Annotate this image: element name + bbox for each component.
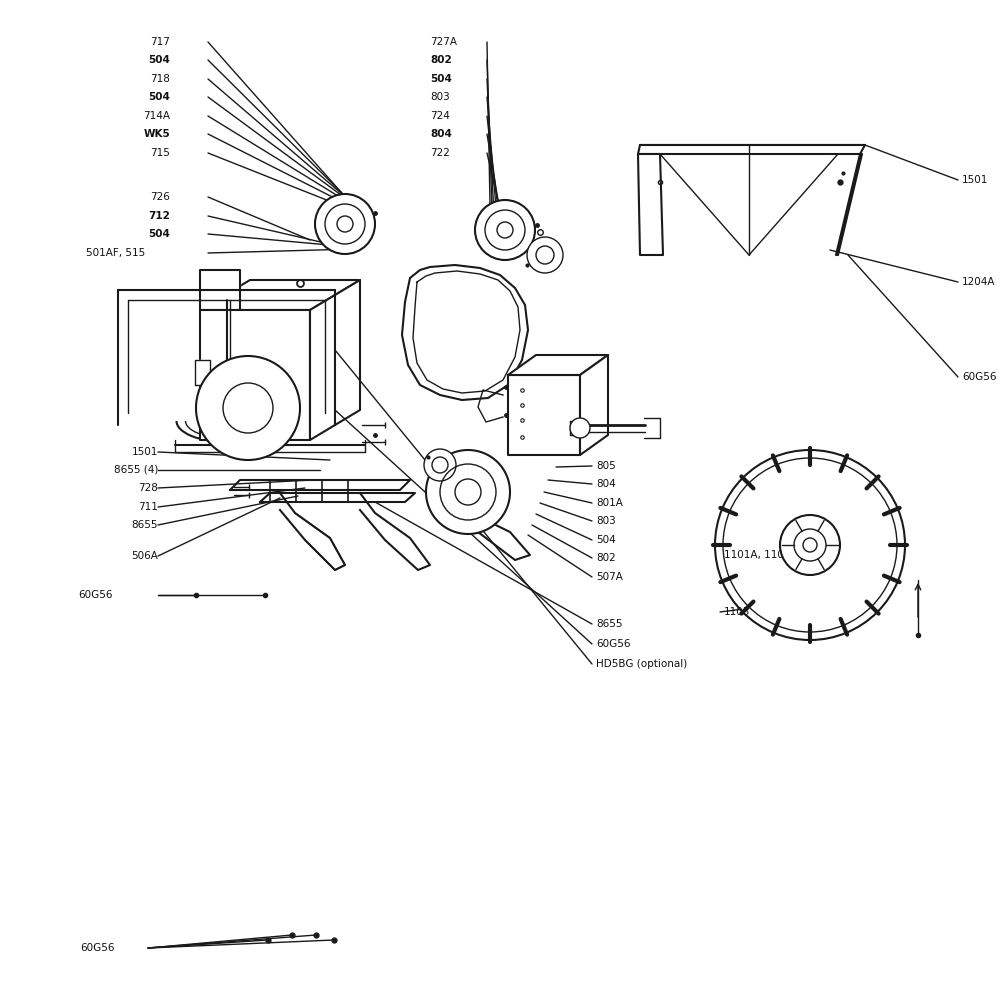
Text: 805: 805: [596, 461, 616, 471]
Circle shape: [780, 515, 840, 575]
Text: 1204A: 1204A: [962, 277, 996, 287]
Circle shape: [196, 356, 300, 460]
Text: 60G56: 60G56: [78, 590, 113, 600]
Polygon shape: [638, 154, 663, 255]
Text: 717: 717: [150, 37, 170, 47]
Text: 727A: 727A: [430, 37, 457, 47]
Circle shape: [315, 194, 375, 254]
Polygon shape: [836, 154, 862, 255]
Text: 712: 712: [148, 211, 170, 221]
Polygon shape: [200, 310, 310, 440]
Polygon shape: [200, 270, 240, 310]
Text: 1101A, 1102A: 1101A, 1102A: [724, 550, 798, 560]
Text: 504: 504: [148, 55, 170, 65]
Circle shape: [424, 449, 456, 481]
Polygon shape: [260, 493, 415, 502]
Text: 722: 722: [430, 148, 450, 158]
Text: 724: 724: [430, 111, 450, 121]
Text: 507A: 507A: [596, 572, 623, 582]
Polygon shape: [200, 280, 360, 310]
Text: 60G56: 60G56: [962, 372, 996, 382]
Circle shape: [426, 450, 510, 534]
Circle shape: [570, 418, 590, 438]
Text: 801A: 801A: [596, 498, 623, 508]
Text: 803: 803: [430, 92, 450, 102]
Text: 60G56: 60G56: [596, 639, 631, 649]
Text: 504: 504: [430, 74, 452, 84]
Text: 8655 (4): 8655 (4): [114, 465, 158, 475]
Text: 726: 726: [150, 192, 170, 202]
Text: 804: 804: [430, 129, 452, 139]
Text: 803: 803: [596, 516, 616, 526]
Text: 504: 504: [148, 92, 170, 102]
Text: 504: 504: [148, 229, 170, 239]
Polygon shape: [508, 355, 608, 375]
Text: 1501: 1501: [962, 175, 988, 185]
Text: 718: 718: [150, 74, 170, 84]
Text: 715: 715: [150, 148, 170, 158]
Text: WK5: WK5: [143, 129, 170, 139]
Text: 8655: 8655: [132, 520, 158, 530]
Polygon shape: [638, 145, 865, 154]
Text: 711: 711: [138, 502, 158, 512]
Text: 501AF, 515: 501AF, 515: [86, 248, 145, 258]
Text: 1501: 1501: [132, 447, 158, 457]
Circle shape: [715, 450, 905, 640]
Polygon shape: [310, 280, 360, 440]
Text: HD5BG (optional): HD5BG (optional): [596, 659, 687, 669]
Circle shape: [475, 200, 535, 260]
Polygon shape: [230, 480, 410, 490]
Text: 1103: 1103: [724, 607, 750, 617]
Text: 506A: 506A: [131, 551, 158, 561]
Text: 8655: 8655: [596, 619, 622, 629]
Text: 60G56: 60G56: [80, 943, 114, 953]
Circle shape: [527, 237, 563, 273]
Text: 802: 802: [596, 553, 616, 563]
Polygon shape: [508, 375, 580, 455]
Text: 804: 804: [596, 479, 616, 489]
Text: 802: 802: [430, 55, 452, 65]
Text: 714A: 714A: [143, 111, 170, 121]
Text: 504: 504: [596, 535, 616, 545]
Polygon shape: [580, 355, 608, 455]
Text: 728: 728: [138, 483, 158, 493]
Polygon shape: [195, 360, 210, 385]
